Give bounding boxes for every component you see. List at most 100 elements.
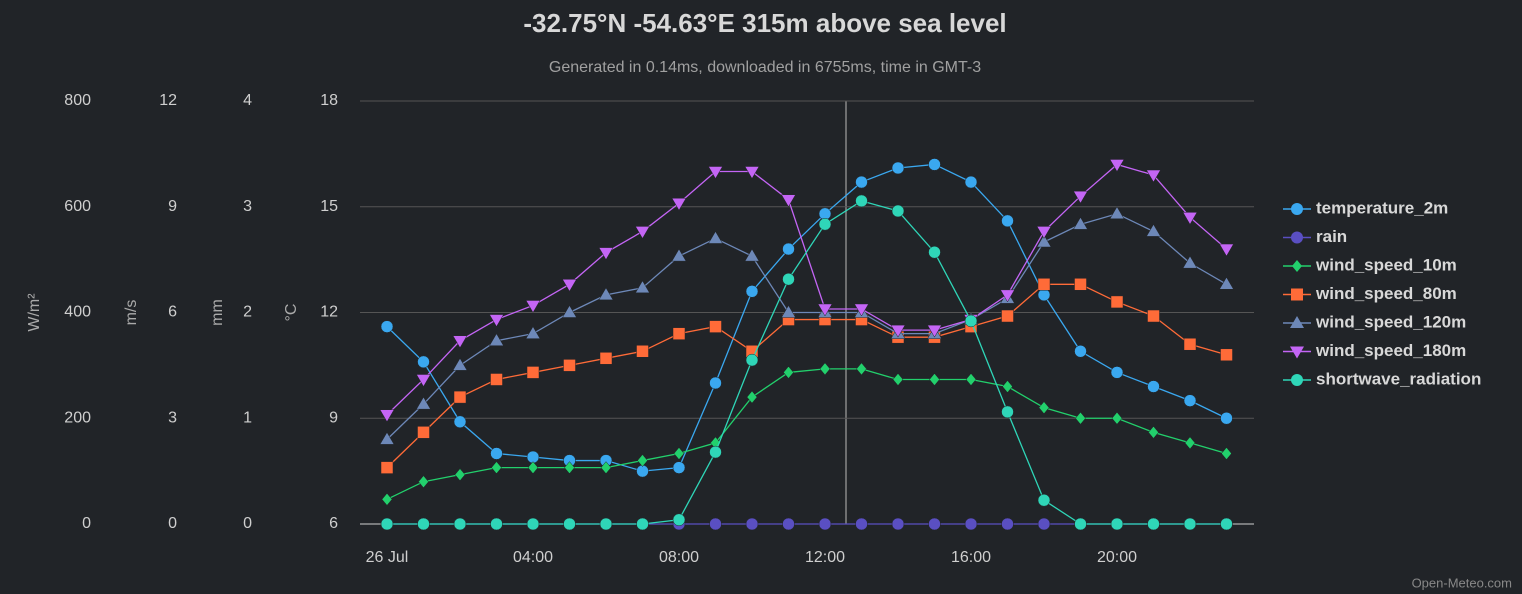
point xyxy=(380,320,394,333)
point xyxy=(819,362,831,376)
point xyxy=(379,431,395,445)
point xyxy=(817,303,833,317)
point xyxy=(1074,345,1087,358)
x-tick-label: 08:00 xyxy=(659,549,699,566)
legend-marker xyxy=(1291,203,1303,215)
point xyxy=(891,517,905,531)
point xyxy=(1038,401,1050,415)
y-tick-label: 0 xyxy=(82,515,91,532)
point xyxy=(672,461,686,474)
y-axis-label: W/m² xyxy=(26,293,43,332)
legend-label: shortwave_radiation xyxy=(1316,369,1481,388)
point xyxy=(1001,405,1014,419)
point xyxy=(635,226,650,239)
point xyxy=(490,447,503,460)
point xyxy=(637,454,648,467)
x-tick-label: 04:00 xyxy=(513,549,553,566)
point xyxy=(1110,366,1124,379)
legend-marker xyxy=(1291,231,1303,244)
x-tick-label: 16:00 xyxy=(951,549,991,566)
y-tick-label: 3 xyxy=(243,198,252,215)
point xyxy=(1036,234,1052,248)
point xyxy=(1110,517,1124,531)
point xyxy=(855,194,868,208)
point xyxy=(1220,412,1233,425)
point xyxy=(1001,214,1014,228)
point xyxy=(745,517,759,531)
legend-marker xyxy=(1291,288,1303,301)
point xyxy=(1183,337,1197,351)
legend-label: rain xyxy=(1316,227,1347,246)
chart-title: -32.75°N -54.63°E 315m above sea level xyxy=(523,8,1006,38)
y-tick-label: 400 xyxy=(64,304,91,321)
point xyxy=(928,158,941,171)
y-axis-label: m/s xyxy=(123,300,140,326)
point xyxy=(1037,517,1051,531)
point xyxy=(890,324,906,338)
point xyxy=(1036,226,1052,239)
point xyxy=(709,517,722,531)
y-tick-label: 3 xyxy=(168,409,177,426)
point xyxy=(855,175,868,189)
series xyxy=(379,206,1234,445)
y-tick-label: 12 xyxy=(320,304,338,321)
y-tick-label: 600 xyxy=(64,198,91,215)
point xyxy=(1073,216,1088,230)
y-tick-label: 6 xyxy=(168,304,177,321)
point xyxy=(929,373,940,386)
y-tick-label: 15 xyxy=(320,198,338,215)
y-tick-label: 18 xyxy=(320,92,338,109)
point xyxy=(673,447,685,460)
point xyxy=(818,517,832,531)
point xyxy=(891,204,905,218)
y-tick-label: 9 xyxy=(329,409,338,426)
legend-marker xyxy=(1290,316,1304,328)
series-line xyxy=(386,368,1227,500)
point xyxy=(1001,309,1014,323)
point xyxy=(709,320,722,333)
y-tick-label: 800 xyxy=(64,92,91,109)
point xyxy=(380,517,394,531)
series xyxy=(380,278,1233,474)
point xyxy=(782,272,795,286)
y-tick-label: 6 xyxy=(329,515,338,532)
point xyxy=(854,303,869,317)
point xyxy=(1182,212,1198,225)
point xyxy=(418,475,429,489)
point xyxy=(454,468,466,482)
legend-label: wind_speed_120m xyxy=(1315,312,1466,331)
point xyxy=(1109,159,1125,172)
point xyxy=(635,280,650,294)
point xyxy=(781,305,796,318)
credit: Open-Meteo.com xyxy=(1412,575,1512,590)
point xyxy=(491,461,502,474)
y-tick-label: 0 xyxy=(243,515,252,532)
point xyxy=(891,161,905,175)
point xyxy=(709,376,722,390)
point xyxy=(417,426,430,439)
x-tick-label: 12:00 xyxy=(805,549,845,566)
point xyxy=(563,517,576,531)
point xyxy=(855,517,868,531)
point xyxy=(1074,278,1087,291)
point xyxy=(744,166,760,179)
point xyxy=(1147,309,1160,323)
point xyxy=(381,492,393,506)
point xyxy=(417,355,430,369)
point xyxy=(636,517,649,531)
point xyxy=(600,461,612,474)
point xyxy=(1219,243,1234,257)
point xyxy=(564,461,575,474)
point xyxy=(671,248,687,262)
y-axis-label: mm xyxy=(209,299,226,326)
legend-label: wind_speed_10m xyxy=(1315,255,1457,274)
point xyxy=(1148,425,1159,439)
y-tick-label: 2 xyxy=(243,304,252,321)
point xyxy=(1075,411,1086,425)
x-tick-label: 26 Jul xyxy=(366,549,409,566)
point xyxy=(599,517,613,531)
point xyxy=(563,359,576,372)
point xyxy=(489,333,504,346)
point xyxy=(1037,493,1051,507)
point xyxy=(525,326,541,339)
